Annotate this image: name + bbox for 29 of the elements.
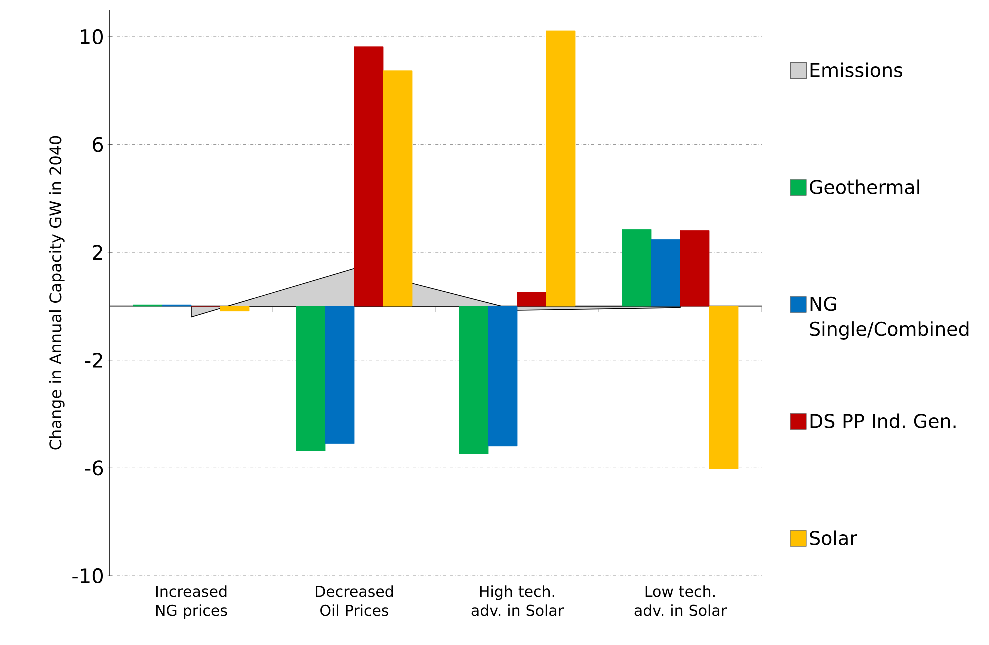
bar <box>546 30 576 307</box>
bar <box>354 46 384 307</box>
bar <box>220 306 250 312</box>
bar <box>651 239 681 307</box>
legend-label: Emissions <box>810 62 903 78</box>
x-tick-label: High tech. adv. in Solar <box>472 586 564 616</box>
y-tick-label: 6 <box>93 137 104 152</box>
y-tick-label: 2 <box>93 245 102 260</box>
legend-label: Solar <box>810 530 858 546</box>
bar <box>680 230 710 307</box>
bar <box>383 70 413 307</box>
y-tick-label: 10 <box>81 29 104 45</box>
legend-label: DS PP Ind. Gen. <box>810 414 956 428</box>
x-tick-label: Low tech. adv. in Solar <box>634 586 728 616</box>
y-tick-label: -10 <box>72 568 104 584</box>
bar <box>325 306 355 444</box>
legend-label: NG Single/Combined <box>810 296 969 340</box>
legend-label: Geothermal <box>810 180 920 194</box>
bar <box>296 306 326 452</box>
x-tick-label: Decreased Oil Prices <box>316 586 394 616</box>
bar <box>622 229 652 307</box>
bar <box>709 306 739 470</box>
x-tick-label: Increased NG prices <box>156 586 228 620</box>
y-axis-title: Change in Annual Capacity GW in 2040 <box>49 136 65 450</box>
bar <box>517 292 547 307</box>
bar <box>459 306 489 454</box>
y-tick-label: -6 <box>85 460 104 476</box>
bar <box>488 306 518 447</box>
y-tick-label: -2 <box>85 352 102 368</box>
